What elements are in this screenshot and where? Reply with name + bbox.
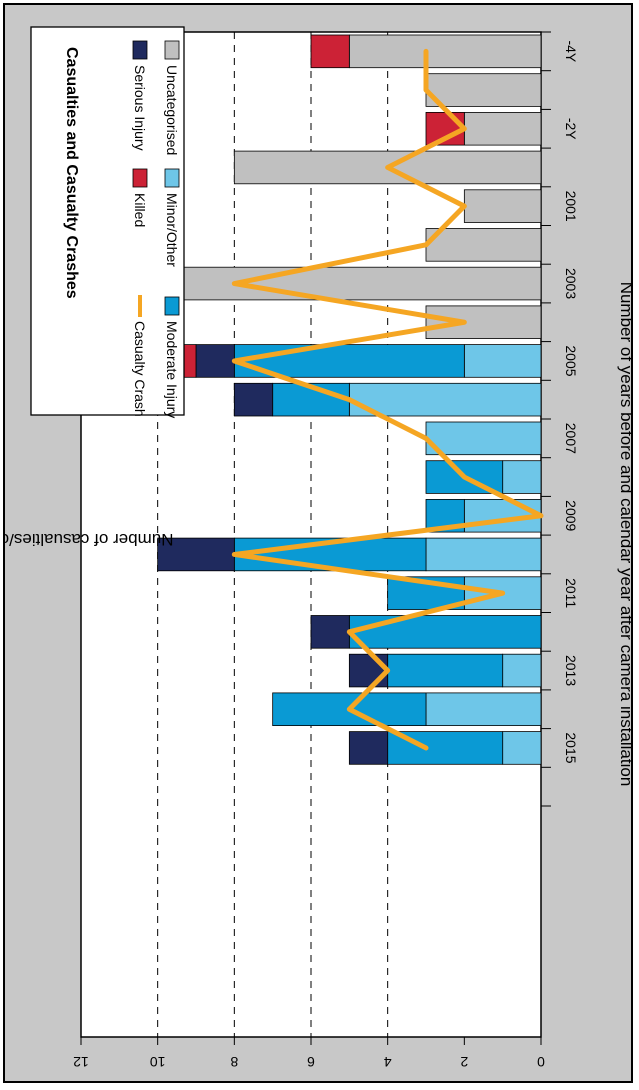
y-tick-label: 6 bbox=[307, 1054, 315, 1070]
x-tick-label: -4Y bbox=[563, 40, 579, 62]
bar-segment-serious-injury bbox=[348, 653, 389, 688]
y-tick-label: 8 bbox=[230, 1054, 238, 1070]
bar-segment-minor-other bbox=[425, 692, 542, 727]
y-tick-label: 10 bbox=[150, 1054, 166, 1070]
bar-segment-minor-other bbox=[502, 653, 542, 688]
legend-swatch bbox=[132, 40, 148, 60]
x-tick-label: -2Y bbox=[563, 118, 579, 140]
y-tick-label: 0 bbox=[537, 1054, 545, 1070]
casualty-crash-point bbox=[348, 631, 350, 633]
x-tick-label: 2009 bbox=[563, 500, 579, 531]
bar-segment-moderate-injury bbox=[387, 653, 504, 688]
bar-segment-uncategorised bbox=[425, 228, 542, 262]
bar-segment-minor-other bbox=[425, 537, 542, 572]
casualty-crash-point bbox=[387, 166, 389, 168]
legend-label: Killed bbox=[132, 193, 148, 227]
bar-segment-uncategorised bbox=[348, 34, 542, 69]
bar-segment-serious-injury bbox=[195, 344, 235, 378]
casualty-crash-point bbox=[463, 205, 465, 207]
bar-segment-uncategorised bbox=[425, 73, 542, 107]
x-tick-label: 2001 bbox=[563, 191, 579, 222]
casualty-crash-point bbox=[425, 244, 427, 246]
x-tick-label: 2011 bbox=[563, 578, 579, 608]
casualty-crash-point bbox=[348, 708, 350, 710]
bar-segment-minor-other bbox=[348, 382, 542, 417]
legend-label: Moderate Injury bbox=[164, 321, 180, 418]
bar-segment-minor-other bbox=[425, 421, 542, 456]
bar-segment-serious-injury bbox=[310, 615, 350, 649]
legend-label: Casualty Crash bbox=[132, 321, 148, 417]
legend-label: Uncategorised bbox=[164, 65, 180, 155]
casualty-crash-point bbox=[463, 476, 465, 478]
bar-segment-minor-other bbox=[463, 344, 542, 378]
casualty-crash-point bbox=[463, 128, 465, 130]
x-tick-label: 2013 bbox=[563, 655, 579, 686]
casualty-crash-point bbox=[502, 592, 504, 594]
legend-label: Minor/Other bbox=[164, 193, 180, 267]
casualty-crash-point bbox=[425, 747, 427, 749]
x-tick-label: 2015 bbox=[563, 732, 579, 763]
x-tick-label: 2007 bbox=[563, 423, 579, 454]
bar-segment-killed bbox=[310, 34, 350, 69]
legend-swatch bbox=[164, 40, 180, 60]
y-tick-label: 12 bbox=[73, 1054, 89, 1070]
casualty-crash-point bbox=[348, 399, 350, 401]
x-tick-label: 2003 bbox=[563, 268, 579, 299]
legend-swatch bbox=[164, 168, 180, 188]
casualties-chart: 0 2 4 6 8 10 12 -4Y -2Y 2001 2003 2005 2007 2009 2011 2… bbox=[5, 26, 631, 1070]
casualty-crash-point bbox=[233, 360, 235, 362]
x-tick-label: 2005 bbox=[563, 345, 579, 376]
chart-title: Casualties and Casualty Crashes bbox=[63, 47, 80, 299]
bar-segment-serious-injury bbox=[157, 537, 235, 572]
bar-segment-minor-other bbox=[502, 731, 542, 765]
bar-segment-minor-other bbox=[502, 460, 542, 494]
legend-label: Serious Injury bbox=[132, 65, 148, 151]
casualty-crash-point bbox=[425, 89, 427, 91]
casualty-crash-point bbox=[233, 283, 235, 285]
casualty-crash-point bbox=[387, 670, 389, 672]
bar-segment-uncategorised bbox=[463, 189, 542, 223]
x-axis-label: Number of years before and calendar year… bbox=[617, 282, 631, 787]
bar-segment-uncategorised bbox=[425, 305, 542, 339]
casualty-crash-point bbox=[540, 515, 542, 517]
y-tick-label: 2 bbox=[460, 1054, 468, 1070]
y-axis-label: Number of casualties/casualty crashes bbox=[5, 530, 174, 549]
bar-segment-serious-injury bbox=[348, 731, 389, 765]
y-tick-label: 4 bbox=[384, 1054, 392, 1070]
chart-frame: 0 2 4 6 8 10 12 -4Y -2Y 2001 2003 2005 2007 2009 2011 2… bbox=[3, 3, 633, 1083]
casualty-crash-point bbox=[463, 321, 465, 323]
legend-swatch bbox=[132, 168, 148, 188]
casualty-crash-point bbox=[425, 437, 427, 439]
bar-segment-serious-injury bbox=[233, 382, 274, 417]
casualty-crash-point bbox=[233, 553, 235, 555]
legend-swatch bbox=[164, 296, 180, 316]
legend-box bbox=[30, 26, 185, 416]
bar-segment-uncategorised bbox=[463, 112, 542, 146]
casualty-crash-point bbox=[425, 50, 427, 52]
bar-segment-moderate-injury bbox=[348, 615, 542, 649]
